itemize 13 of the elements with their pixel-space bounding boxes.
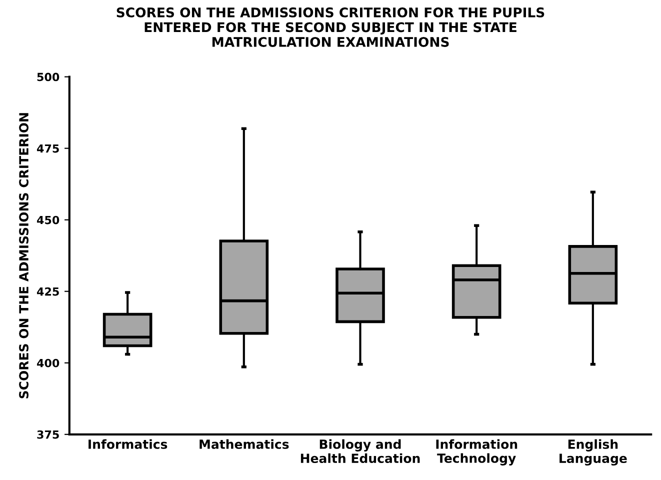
y-tick-label: 500: [37, 72, 60, 82]
y-tick-label: 400: [36, 358, 60, 368]
x-tick-label: Biology and Health Education: [300, 439, 420, 464]
chart-title: SCORES ON THE ADMISSIONS CRITERION FOR THE PUPILS ENTERED FOR THE SECOND SUBJECT IN THE STATE MATRICULATION EXAMINATIONS: [116, 7, 544, 47]
y-tick-label: 375: [37, 430, 59, 439]
x-tick-label: English Language: [560, 439, 627, 466]
y-axis-title: SCORES ON THE ADMISSIONS CRITERION: [19, 113, 29, 398]
x-tick-label: Mathematics: [200, 439, 289, 449]
y-tick-label: 450: [36, 216, 60, 224]
y-tick-label: 475: [36, 144, 59, 153]
x-tick-label: Information Technology: [436, 439, 518, 466]
x-tick-label: Informatics: [88, 439, 168, 449]
y-tick-label: 425: [36, 287, 59, 296]
